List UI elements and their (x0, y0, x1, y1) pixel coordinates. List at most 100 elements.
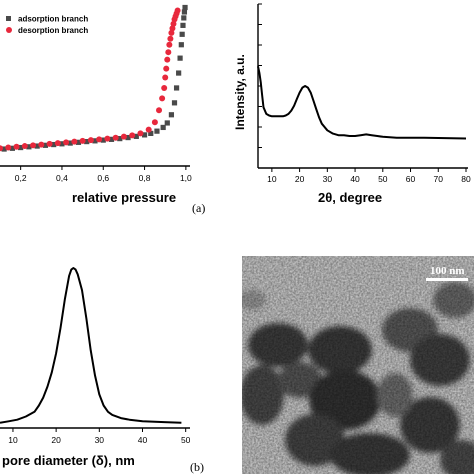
legend-adsorption-label: adsorption branch (18, 15, 88, 24)
desorption-point (71, 138, 78, 145)
tem-scale-bar (426, 278, 468, 281)
adsorption-point (26, 144, 32, 150)
adsorption-point (177, 55, 183, 61)
adsorption-point (176, 70, 182, 76)
desorption-point (145, 126, 152, 133)
adsorption-point (179, 31, 185, 37)
xrd-x-tick-label: 20 (295, 174, 305, 184)
desorption-point (5, 144, 12, 151)
tem-texture (242, 256, 474, 474)
desorption-point (167, 35, 174, 42)
pore-distribution-line (0, 267, 182, 424)
adsorption-point (148, 130, 154, 136)
xrd-x-tick-label: 50 (378, 174, 388, 184)
adsorption-point (173, 85, 180, 91)
desorption-point (79, 137, 86, 144)
adsorption-point (154, 128, 160, 134)
adsorption-point (181, 15, 187, 21)
desorption-point (112, 134, 119, 141)
adsorption-point (59, 141, 65, 147)
isotherm-chart: 0,2 0,4 0,6 0,8 1,0 relative pressure adsorp… (0, 4, 205, 215)
pore-x-tick-label: 30 (95, 435, 105, 445)
xrd-x-ticks: 10 20 30 40 50 60 70 80 (267, 168, 471, 184)
legend-adsorption-marker (6, 16, 11, 21)
tem-micrograph: 100 nm (242, 256, 474, 474)
desorption-point (104, 135, 111, 142)
adsorption-point (1, 146, 7, 152)
xrd-x-tick-label: 30 (323, 174, 333, 184)
desorption-point (169, 25, 176, 32)
isotherm-points (0, 4, 188, 152)
adsorption-point (51, 141, 57, 148)
adsorption-point (117, 136, 123, 142)
xrd-x-tick-label: 10 (267, 174, 277, 184)
isotherm-x-tick-label: 0,4 (56, 173, 68, 183)
pore-x-tick-label: 50 (181, 435, 191, 445)
adsorption-point (92, 138, 98, 144)
xrd-chart: 10 20 30 40 50 60 70 80 2θ, degree Intensity, a… (233, 3, 471, 205)
xrd-x-tick-label: 70 (434, 174, 444, 184)
pore-size-chart: 10 20 30 40 50 pore diameter (δ), nm (b) (0, 267, 204, 474)
adsorption-point (100, 137, 106, 143)
desorption-point (164, 56, 171, 63)
adsorption-point (160, 124, 166, 131)
desorption-point (129, 132, 136, 139)
adsorption-point (181, 9, 188, 15)
adsorption-point (178, 42, 184, 48)
desorption-point (159, 95, 166, 102)
desorption-point (120, 133, 127, 140)
isotherm-x-tick-label: 0,8 (139, 173, 151, 183)
desorption-point (166, 41, 173, 48)
adsorption-point (18, 144, 24, 151)
desorption-point (38, 141, 45, 148)
desorption-point (161, 84, 168, 91)
xrd-pattern-line (257, 66, 467, 140)
desorption-point (63, 139, 70, 146)
tem-scale-label: 100 nm (430, 265, 465, 277)
isotherm-x-tick-label: 1,0 (180, 173, 192, 183)
adsorption-point (125, 134, 131, 141)
desorption-point (96, 136, 103, 143)
desorption-point (151, 119, 158, 126)
desorption-point (165, 49, 172, 56)
desorption-point (156, 107, 163, 114)
adsorption-point (133, 133, 139, 139)
desorption-point (46, 140, 53, 147)
desorption-point (174, 7, 181, 14)
xrd-x-tick-label: 40 (350, 174, 360, 184)
adsorption-point (164, 120, 170, 126)
adsorption-point (34, 143, 40, 149)
desorption-point (170, 20, 177, 27)
panel-label-a: (a) (192, 201, 205, 215)
desorption-point (163, 65, 170, 72)
adsorption-point (75, 139, 82, 145)
desorption-point (168, 29, 175, 36)
adsorption-point (84, 138, 90, 145)
pore-x-ticks: 10 20 30 40 50 (8, 428, 191, 445)
pore-x-tick-label: 40 (138, 435, 148, 445)
adsorption-point (182, 4, 188, 11)
isotherm-x-tick-label: 0,2 (15, 173, 27, 183)
desorption-point (13, 143, 20, 150)
xrd-y-label: Intensity, a.u. (233, 54, 247, 130)
pore-x-tick-label: 10 (8, 435, 18, 445)
isotherm-x-tick-label: 0,6 (97, 173, 109, 183)
adsorption-point (168, 112, 175, 118)
desorption-point (54, 140, 61, 147)
legend-desorption-label: desorption branch (18, 26, 88, 35)
pore-x-label: pore diameter (δ), nm (2, 453, 135, 468)
panel-label-b: (b) (190, 460, 204, 474)
xrd-x-label: 2θ, degree (318, 190, 382, 205)
isotherm-legend: adsorption branch desorption branch (6, 15, 88, 35)
isotherm-x-ticks: 0,2 0,4 0,6 0,8 1,0 (15, 166, 192, 183)
desorption-point (30, 142, 37, 149)
desorption-point (0, 145, 3, 152)
adsorption-point (42, 142, 49, 148)
adsorption-point (171, 100, 178, 106)
xrd-x-tick-label: 60 (406, 174, 416, 184)
pore-x-tick-label: 20 (51, 435, 61, 445)
desorption-point (21, 143, 28, 150)
desorption-point (87, 137, 94, 144)
legend-desorption-marker (6, 27, 12, 33)
